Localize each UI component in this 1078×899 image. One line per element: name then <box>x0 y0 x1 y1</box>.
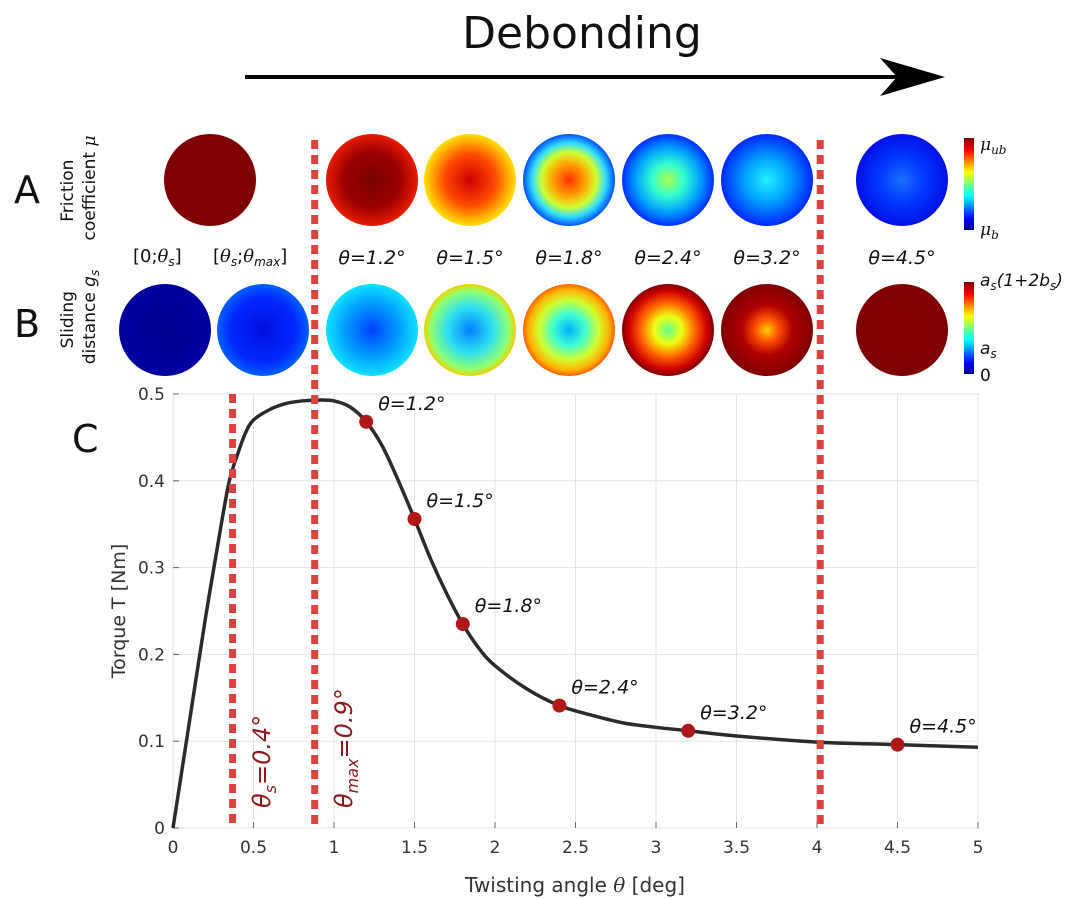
data-point-marker <box>890 737 905 752</box>
panel-b-ylabel: Sliding distance gs <box>58 270 102 365</box>
colorbar-b-bottom: 0 <box>980 366 991 386</box>
grid <box>172 393 979 829</box>
panel-b-discs <box>119 284 948 376</box>
y-tick-label: 0.5 <box>138 385 165 405</box>
colorbar-a-bottom: μb <box>980 220 999 242</box>
disc-b-1 <box>217 284 309 376</box>
data-point-label: θ=1.5° <box>427 490 494 512</box>
panel-a-discs <box>164 134 948 226</box>
range-label-0: [0;θs] <box>133 246 182 269</box>
disc-a-4 <box>622 134 714 226</box>
disc-b-7 <box>856 284 948 376</box>
disc-b-5 <box>622 284 714 376</box>
data-point-label: θ=3.2° <box>700 702 767 724</box>
angle-label-1: θ=1.5° <box>436 247 503 269</box>
angle-label-4: θ=3.2° <box>733 247 800 269</box>
disc-a-3 <box>523 134 615 226</box>
colorbar-a-top: μub <box>980 135 1006 157</box>
data-point-marker <box>552 698 567 713</box>
data-point-label: θ=1.2° <box>378 393 445 415</box>
y-tick-label: 0.1 <box>138 732 165 752</box>
colorbar-b-top: as(1+2bs) <box>980 271 1063 293</box>
vlines-layer <box>229 140 824 828</box>
x-tick-label: 0 <box>168 838 179 858</box>
data-point-label: θ=2.4° <box>571 677 638 699</box>
x-tick-label: 4 <box>812 838 823 858</box>
disc-b-4 <box>523 284 615 376</box>
disc-a-6 <box>856 134 948 226</box>
angle-label-2: θ=1.8° <box>535 247 602 269</box>
x-tick-label: 3 <box>651 838 662 858</box>
disc-a-0 <box>164 134 256 226</box>
debonding-arrow <box>245 58 945 96</box>
data-point-marker <box>455 617 470 632</box>
colorbar-a: μub μb <box>964 135 1006 242</box>
panel-a-letter: A <box>14 168 40 212</box>
y-tick-label: 0 <box>154 819 165 839</box>
y-tick-label: 0.2 <box>138 645 165 665</box>
y-tick-label: 0.3 <box>138 559 165 579</box>
data-point-label: θ=1.8° <box>475 595 542 617</box>
disc-b-3 <box>424 284 516 376</box>
data-point-label: θ=4.5° <box>910 716 977 738</box>
y-axis-label: Torque T [Nm] <box>108 544 130 680</box>
angle-label-5: θ=4.5° <box>868 247 935 269</box>
disc-b-2 <box>326 284 418 376</box>
vline-label-0: θs=0.4° <box>248 715 280 808</box>
markers-layer: θ=1.2° θ=1.5° θ=1.8° θ=2.4° θ=3.2° θ=4.5° <box>359 393 977 752</box>
x-tick-label: 1 <box>329 838 340 858</box>
x-tick-label: 0.5 <box>240 838 267 858</box>
x-tick-label: 2.5 <box>562 838 589 858</box>
x-tick-label: 5 <box>973 838 984 858</box>
ticks: 0 0.5 1 1.5 2 2.5 3 3.5 4 4.5 5 0 0.1 0.2 0.3 0.4 0.5 <box>138 385 983 858</box>
disc-b-0 <box>119 284 211 376</box>
disc-a-1 <box>326 134 418 226</box>
angle-label-3: θ=2.4° <box>634 247 701 269</box>
x-axis-label: Twisting angle θ [deg] <box>464 873 685 897</box>
colorbar-b: as(1+2bs) as 0 <box>964 271 1063 386</box>
panel-c-letter: C <box>72 417 99 461</box>
data-point-marker <box>359 414 374 429</box>
x-tick-label: 3.5 <box>723 838 750 858</box>
vline-label-1: θmax=0.9° <box>330 688 362 808</box>
disc-a-2 <box>424 134 516 226</box>
disc-a-5 <box>721 134 813 226</box>
panel-b-letter: B <box>14 302 40 346</box>
y-tick-label: 0.4 <box>138 472 165 492</box>
x-tick-label: 4.5 <box>884 838 911 858</box>
angle-labels: θ=1.2° θ=1.5° θ=1.8° θ=2.4° θ=3.2° θ=4.5… <box>338 247 935 269</box>
x-tick-label: 2 <box>490 838 501 858</box>
disc-b-6 <box>721 284 813 376</box>
panel-a-ylabel: Friction coefficient μ <box>58 135 100 240</box>
header-title: Debonding <box>462 8 702 59</box>
range-label-1: [θs;θmax] <box>213 246 287 269</box>
colorbar-b-mid: as <box>980 339 997 361</box>
data-point-marker <box>681 723 696 738</box>
angle-label-0: θ=1.2° <box>338 247 405 269</box>
x-tick-label: 1.5 <box>401 838 428 858</box>
data-point-marker <box>407 511 422 526</box>
torque-plot: 0 0.5 1 1.5 2 2.5 3 3.5 4 4.5 5 0 0.1 0.2 0.3 0.4 0.5 θ=… <box>138 385 983 858</box>
